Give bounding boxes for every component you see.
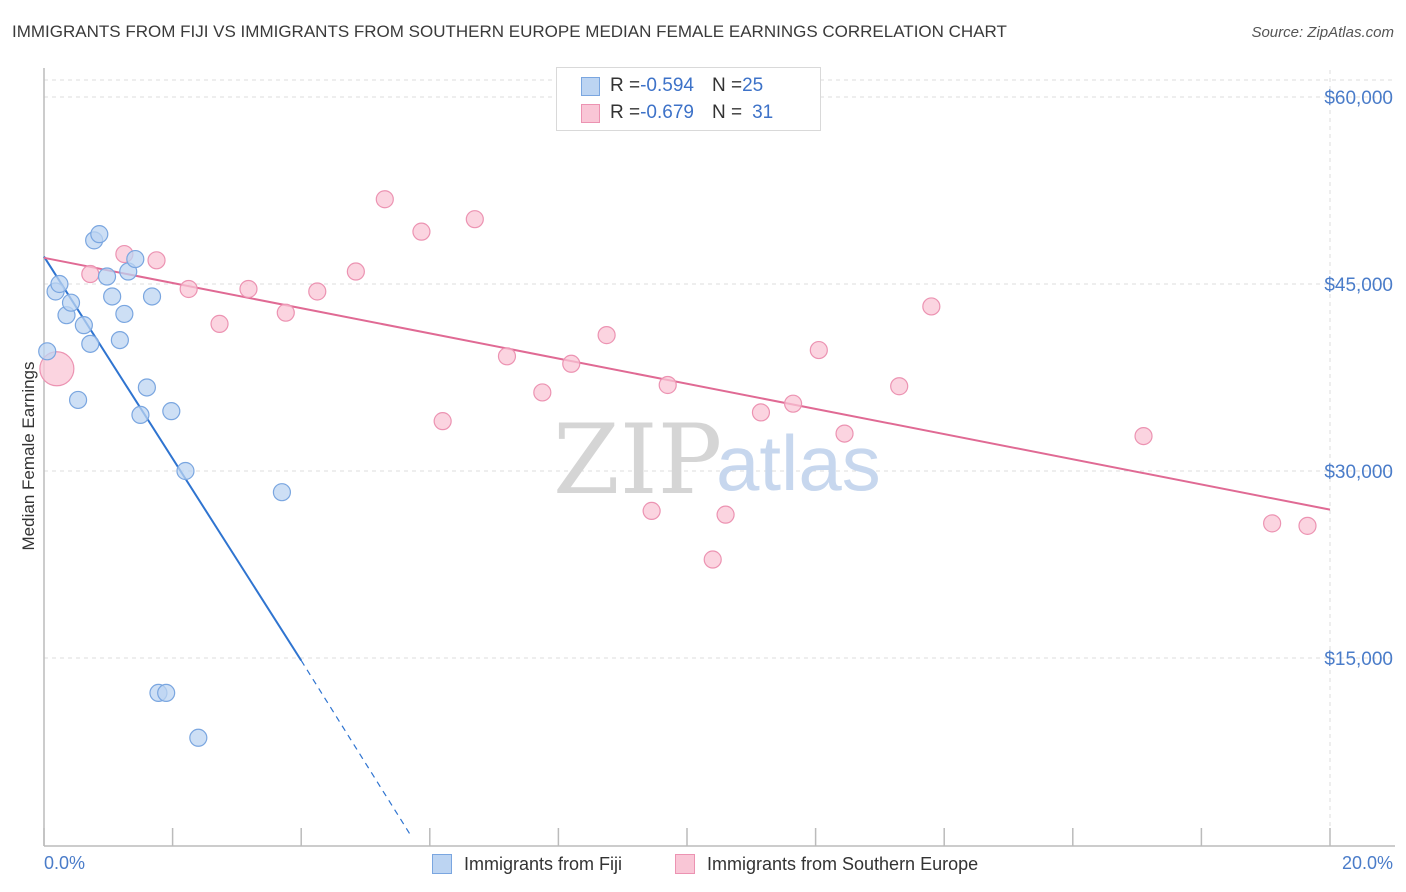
seurope-point	[835, 424, 854, 443]
fiji-point	[176, 461, 195, 481]
fiji-point	[142, 287, 162, 306]
seurope-point	[783, 394, 803, 413]
source-label: Source: ZipAtlas.com	[1251, 24, 1394, 41]
seurope-point	[1134, 426, 1153, 446]
y-tick-label: $15,000	[1324, 649, 1393, 670]
seurope-trend-line	[43, 256, 1331, 511]
seurope-point	[658, 375, 677, 395]
seurope-point	[147, 251, 166, 270]
seurope-point	[1298, 516, 1317, 535]
chart-title: IMMIGRANTS FROM FIJI VS IMMIGRANTS FROM …	[12, 22, 1007, 41]
fiji-legend-icon	[432, 854, 452, 874]
seurope-point	[239, 279, 258, 299]
seurope-point	[533, 383, 552, 402]
fiji-point	[131, 405, 150, 424]
legend-r-value: -0.594	[640, 75, 694, 96]
legend-row-fiji: R = -0.594 N = 25	[581, 74, 763, 98]
seurope-point	[703, 550, 722, 569]
legend-item-seurope: Immigrants from Southern Europe	[675, 851, 978, 877]
legend-r-label: R =	[610, 75, 641, 96]
legend-item-fiji: Immigrants from Fiji	[432, 851, 622, 877]
seurope-point	[597, 326, 616, 345]
y-axis-label: Median Female Earnings	[19, 362, 38, 551]
seurope-point	[751, 403, 771, 422]
seurope-point	[210, 314, 229, 333]
seurope-point	[81, 264, 100, 284]
fiji-point	[38, 342, 57, 361]
legend-n-value: 25	[742, 75, 764, 96]
seurope-point	[465, 210, 484, 229]
legend-r-label: R =	[610, 102, 641, 123]
fiji-trend-extension	[300, 660, 412, 836]
watermark: ZIP atlas	[553, 404, 881, 516]
seurope-point	[433, 412, 452, 431]
y-tick-label: $60,000	[1324, 88, 1393, 109]
seurope-point	[308, 282, 327, 301]
fiji-point	[50, 274, 69, 294]
seurope-point	[346, 262, 365, 281]
correlation-legend: R = -0.594 N = 25 R = -0.679 N = 31	[556, 67, 821, 131]
legend-seurope-label: Immigrants from Southern Europe	[707, 853, 979, 874]
fiji-point	[68, 390, 88, 410]
legend-r-value: -0.679	[640, 102, 694, 123]
y-tick-label: $45,000	[1324, 275, 1393, 296]
legend-n-label: N =	[711, 75, 743, 96]
x-tick-labels: 0.0% 20.0%	[44, 853, 1393, 873]
seurope-point	[716, 505, 735, 524]
fiji-point	[110, 331, 129, 350]
watermark-zip: ZIP	[553, 404, 722, 516]
seurope-point	[1263, 514, 1282, 533]
seurope-point	[809, 340, 828, 360]
trend-lines	[43, 256, 1331, 836]
data-points	[38, 190, 1317, 747]
fiji-point	[61, 293, 81, 312]
fiji-swatch-icon	[581, 76, 600, 96]
seurope-point	[179, 279, 198, 299]
seurope-point	[497, 347, 517, 366]
seurope-point	[890, 377, 909, 396]
seurope-point	[562, 354, 581, 373]
fiji-point	[189, 728, 208, 747]
x-tick-label: 0.0%	[44, 853, 85, 873]
legend-n-label: N =	[711, 102, 743, 123]
fiji-point	[115, 304, 134, 324]
y-tick-labels: $15,000 $30,000 $45,000 $60,000	[1324, 88, 1393, 670]
legend-row-seurope: R = -0.679 N = 31	[581, 101, 773, 125]
seurope-point	[276, 303, 295, 322]
fiji-point	[157, 683, 176, 703]
seurope-point	[375, 190, 394, 209]
fiji-point	[97, 267, 117, 286]
axes	[43, 68, 1395, 847]
fiji-point	[74, 316, 93, 335]
fiji-point	[126, 249, 145, 269]
fiji-point	[81, 334, 100, 353]
watermark-atlas: atlas	[716, 419, 881, 507]
seurope-swatch-icon	[581, 103, 600, 123]
x-tick-label: 20.0%	[1342, 853, 1393, 873]
seurope-point	[642, 501, 661, 520]
seurope-point	[922, 297, 941, 316]
fiji-point	[272, 483, 292, 502]
y-tick-label: $30,000	[1324, 462, 1393, 483]
seurope-legend-icon	[675, 854, 695, 874]
fiji-point	[137, 378, 156, 397]
fiji-point	[90, 225, 109, 244]
seurope-point	[412, 222, 431, 241]
fiji-point	[162, 402, 181, 421]
legend-fiji-label: Immigrants from Fiji	[464, 853, 623, 874]
fiji-point	[103, 287, 122, 306]
legend-n-value: 31	[752, 102, 774, 123]
